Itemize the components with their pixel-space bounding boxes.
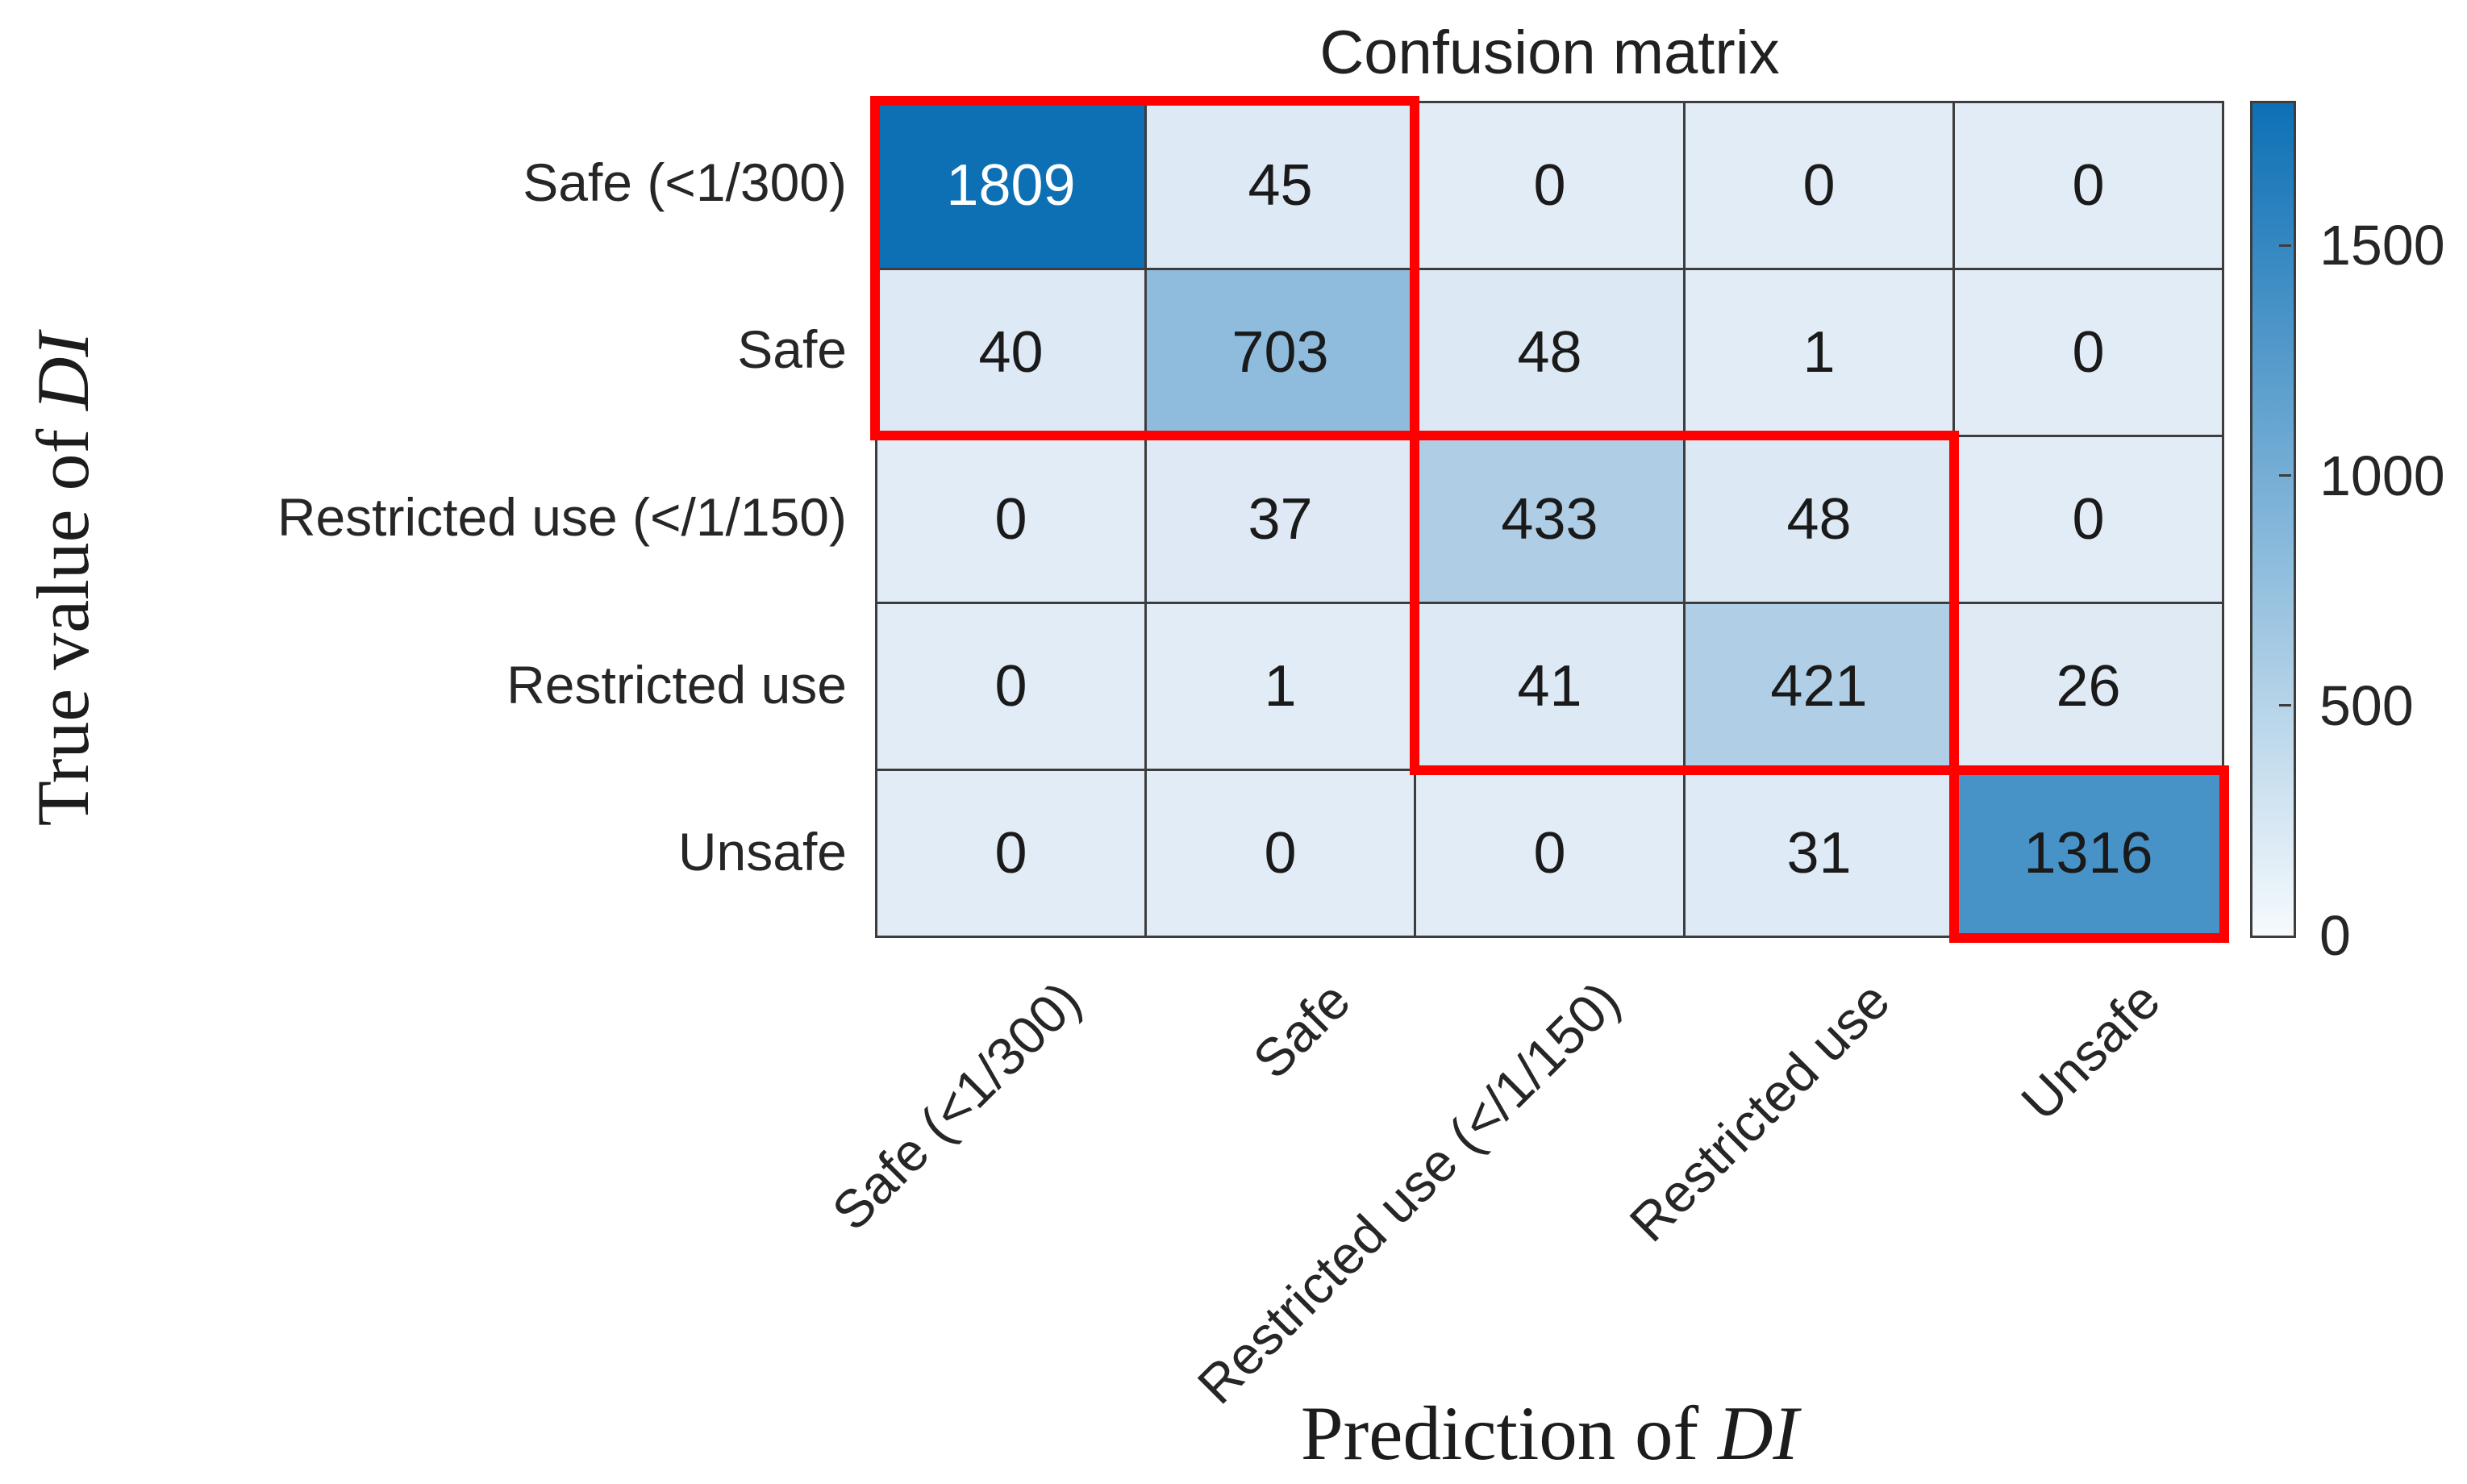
x-tick-label-4: Restricted use: [1618, 969, 1902, 1253]
matrix-cell-r3c1: 0: [877, 437, 1144, 602]
y-tick-label-5: Unsafe: [677, 822, 847, 882]
colorbar-tick-label-0: 0: [2319, 904, 2351, 967]
x-tick-label-1: Safe (<1/300): [819, 969, 1092, 1242]
matrix-cell-r5c1: 0: [877, 771, 1144, 936]
matrix-cell-r5c2: 0: [1147, 771, 1414, 936]
matrix-cell-r4c4: 421: [1686, 604, 1952, 769]
x-axis-title-text: Prediction of: [1300, 1390, 1718, 1476]
y-tick-label-4: Restricted use: [506, 654, 847, 715]
matrix-cell-r1c3: 0: [1416, 103, 1683, 268]
matrix-cell-r2c1: 40: [877, 270, 1144, 435]
matrix-cell-r3c2: 37: [1147, 437, 1414, 602]
matrix-cell-r2c4: 1: [1686, 270, 1952, 435]
colorbar-tick-mark-1500: [2279, 244, 2291, 247]
matrix-cell-r5c3: 0: [1416, 771, 1683, 936]
x-tick-label-5: Unsafe: [2009, 969, 2171, 1132]
matrix-cell-r4c5: 26: [1955, 604, 2222, 769]
matrix-cell-r5c5: 1316: [1955, 771, 2222, 936]
y-tick-label-1: Safe (<1/300): [523, 152, 847, 212]
matrix-cell-r1c2: 45: [1147, 103, 1414, 268]
matrix-cell-r1c5: 0: [1955, 103, 2222, 268]
colorbar: [2250, 101, 2296, 938]
matrix-cell-r3c4: 48: [1686, 437, 1952, 602]
matrix-cell-r5c4: 31: [1686, 771, 1952, 936]
x-axis-title-emphasis: DI: [1717, 1390, 1799, 1476]
colorbar-tick-label-500: 500: [2319, 673, 2414, 737]
chart-title: Confusion matrix: [1319, 19, 1780, 87]
heatmap-plot-area: 1809 45 0 0 0 40 703 48 1 0 0 37 433 48 0 0 1 41 421 26 0 0 0 3…: [870, 96, 2229, 943]
colorbar-tick-label-1500: 1500: [2319, 214, 2445, 277]
colorbar-tick-mark-500: [2279, 704, 2291, 707]
matrix-cell-r2c3: 48: [1416, 270, 1683, 435]
x-tick-label-2: Safe: [1241, 969, 1361, 1090]
y-tick-label-3: Restricted use (</1/150): [277, 486, 847, 547]
x-axis-title: Prediction of DI: [875, 1389, 2224, 1478]
matrix-cell-r2c5: 0: [1955, 270, 2222, 435]
matrix-cell-r4c3: 41: [1416, 604, 1683, 769]
colorbar-tick-label-1000: 1000: [2319, 444, 2445, 507]
colorbar-tick-mark-1000: [2279, 474, 2291, 477]
heatmap-grid: 1809 45 0 0 0 40 703 48 1 0 0 37 433 48 0 0 1 41 421 26 0 0 0 3…: [875, 101, 2224, 938]
matrix-cell-r4c1: 0: [877, 604, 1144, 769]
matrix-cell-r4c2: 1: [1147, 604, 1414, 769]
y-tick-label-2: Safe: [737, 319, 847, 380]
matrix-cell-r3c5: 0: [1955, 437, 2222, 602]
matrix-cell-r1c1: 1809: [877, 103, 1144, 268]
matrix-cell-r2c2: 703: [1147, 270, 1414, 435]
matrix-cell-r1c4: 0: [1686, 103, 1952, 268]
matrix-cell-r3c3: 433: [1416, 437, 1683, 602]
